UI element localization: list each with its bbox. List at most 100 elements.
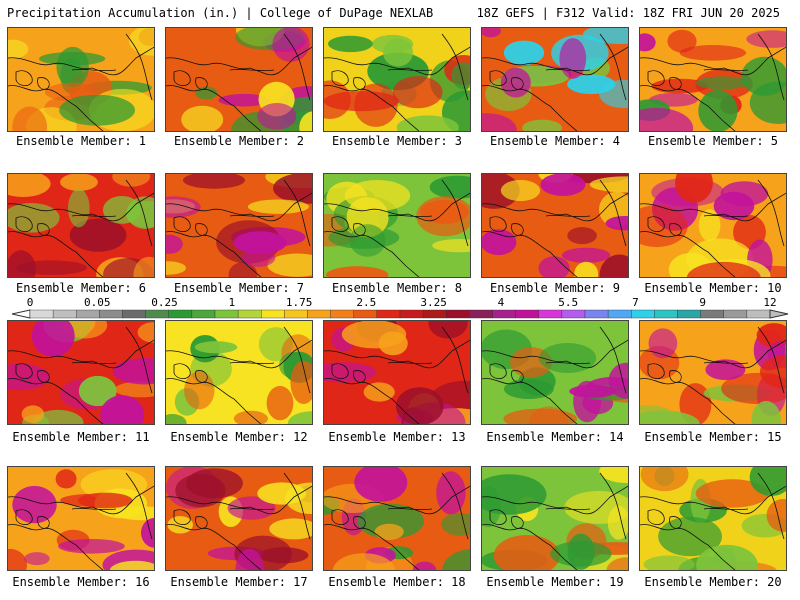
map-boundaries — [640, 326, 786, 424]
map-panel-member-11 — [7, 320, 155, 425]
map-panel-member-7 — [165, 173, 313, 278]
map-panel-member-5 — [639, 27, 787, 132]
colorbar-right-arrow — [769, 309, 789, 319]
member-caption-18: Ensemble Member: 18 — [328, 575, 466, 589]
colorbar-tick-label: 7 — [632, 296, 639, 309]
great-lakes-outline — [15, 509, 50, 529]
header-title: Precipitation Accumulation (in.) | Colle… — [7, 6, 434, 20]
colorbar-tick-label: 5.5 — [558, 296, 579, 309]
precip-field — [8, 174, 154, 277]
member-caption-3: Ensemble Member: 3 — [331, 134, 463, 148]
header: Precipitation Accumulation (in.) | Colle… — [0, 0, 800, 24]
colorbar-swatch — [330, 309, 354, 319]
colorbar-swatch — [584, 309, 609, 319]
great-lakes-outline — [331, 509, 366, 529]
colorbar-swatch — [29, 309, 54, 319]
precip-field — [8, 28, 154, 131]
map-panel-member-2 — [165, 27, 313, 132]
member-caption-7: Ensemble Member: 7 — [173, 281, 305, 295]
map-panel-member-8 — [323, 173, 471, 278]
colorbar-swatch — [700, 309, 724, 319]
map-panel-member-17 — [165, 466, 313, 571]
map-panel-member-16 — [7, 466, 155, 571]
colorbar-swatch — [561, 309, 586, 319]
member-caption-19: Ensemble Member: 19 — [486, 575, 624, 589]
member-caption-16: Ensemble Member: 16 — [12, 575, 150, 589]
member-caption-13: Ensemble Member: 13 — [328, 430, 466, 444]
colorbar-swatch — [353, 309, 378, 319]
map-boundaries — [8, 472, 154, 570]
great-lakes-outline — [331, 70, 366, 90]
great-lakes-outline — [489, 70, 524, 90]
map-panel-member-15 — [639, 320, 787, 425]
map-boundaries — [324, 179, 470, 277]
map-boundaries — [482, 33, 628, 131]
map-boundaries — [166, 326, 312, 424]
map-panel-member-6 — [7, 173, 155, 278]
colorbar-swatch — [631, 309, 655, 319]
colorbar-tick-label: 12 — [763, 296, 777, 309]
colorbar-swatch — [607, 309, 632, 319]
great-lakes-outline — [15, 363, 50, 383]
map-panel-member-18 — [323, 466, 471, 571]
map-boundaries — [166, 472, 312, 570]
map-boundaries — [8, 179, 154, 277]
colorbar-swatch — [399, 309, 424, 319]
precip-field — [640, 467, 786, 570]
colorbar-swatch — [145, 309, 169, 319]
colorbar-swatch — [168, 309, 193, 319]
colorbar-swatch — [99, 309, 123, 319]
map-panel-member-14 — [481, 320, 629, 425]
precip-field — [324, 467, 470, 570]
map-boundaries — [324, 472, 470, 570]
great-lakes-outline — [489, 216, 524, 236]
precip-field — [482, 174, 628, 277]
great-lakes-outline — [173, 363, 208, 383]
great-lakes-outline — [489, 509, 524, 529]
great-lakes-outline — [15, 70, 50, 90]
colorbar-tick-label: 1.75 — [285, 296, 313, 309]
map-boundaries — [324, 33, 470, 131]
colorbar-tick-label: 0.05 — [84, 296, 111, 309]
map-panel-member-13 — [323, 320, 471, 425]
map-boundaries — [640, 179, 786, 277]
precip-field — [482, 321, 628, 424]
great-lakes-outline — [15, 216, 50, 236]
member-caption-20: Ensemble Member: 20 — [644, 575, 782, 589]
great-lakes-outline — [489, 363, 524, 383]
precip-field — [166, 467, 312, 570]
map-boundaries — [482, 472, 628, 570]
precip-field — [166, 321, 312, 424]
precip-field — [324, 28, 470, 131]
precip-field — [8, 321, 154, 424]
member-caption-14: Ensemble Member: 14 — [486, 430, 624, 444]
colorbar-tick-label: 1 — [228, 296, 236, 309]
precip-field — [324, 321, 470, 424]
member-caption-10: Ensemble Member: 10 — [644, 281, 782, 295]
map-panel-member-10 — [639, 173, 787, 278]
map-boundaries — [640, 33, 786, 131]
map-boundaries — [482, 179, 628, 277]
precip-field — [324, 174, 470, 277]
map-boundaries — [166, 179, 312, 277]
colorbar-tick-label: 0.25 — [151, 296, 178, 309]
precip-field — [166, 28, 312, 131]
member-caption-9: Ensemble Member: 9 — [489, 281, 621, 295]
member-caption-12: Ensemble Member: 12 — [170, 430, 308, 444]
great-lakes-outline — [647, 509, 682, 529]
colorbar-swatch — [261, 309, 285, 319]
colorbar-swatch — [76, 309, 100, 319]
colorbar-swatch — [469, 309, 493, 319]
member-caption-15: Ensemble Member: 15 — [644, 430, 782, 444]
colorbar-swatch — [284, 309, 308, 319]
colorbar-swatch — [376, 309, 401, 319]
colorbar-swatch — [422, 309, 447, 319]
great-lakes-outline — [173, 70, 208, 90]
precip-field — [640, 174, 786, 277]
great-lakes-outline — [647, 216, 682, 236]
map-panel-member-4 — [481, 27, 629, 132]
map-boundaries — [8, 326, 154, 424]
great-lakes-outline — [173, 509, 208, 529]
colorbar-swatch — [191, 309, 216, 319]
